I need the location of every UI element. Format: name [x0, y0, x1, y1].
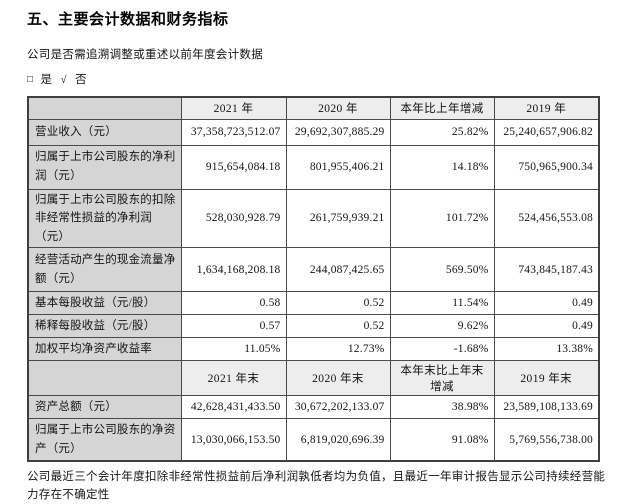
row-label: 经营活动产生的现金流量净额（元） [27, 247, 182, 293]
value-2021: 42,628,431,433.50 [180, 395, 287, 420]
table-row-net-assets: 归属于上市公司股东的净资产（元） 13,030,066,153.50 6,819… [27, 418, 600, 462]
value-yoy: 101.72% [389, 188, 495, 249]
header-2019: 2019 年 [493, 96, 600, 120]
header-2019-end: 2019 年末 [493, 360, 600, 397]
corner-cell [27, 96, 182, 120]
value-2021: 0.57 [180, 314, 287, 339]
restatement-answer-line: □ 是 √ 否 [27, 71, 614, 87]
row-label: 营业收入（元） [27, 118, 182, 146]
value-2019: 0.49 [493, 314, 600, 339]
value-2021: 1,634,168,208.18 [180, 247, 287, 293]
checkbox-unchecked-icon: □ [27, 74, 34, 85]
value-yoy: 569.50% [389, 247, 495, 293]
value-2019: 750,965,900.34 [493, 144, 600, 190]
row-label: 归属于上市公司股东的扣除非经常性损益的净利润（元） [27, 188, 182, 249]
value-2021: 915,654,084.18 [180, 144, 287, 190]
table-row-total-assets: 资产总额（元） 42,628,431,433.50 30,672,202,133… [27, 395, 600, 420]
value-2021: 528,030,928.79 [180, 188, 287, 249]
section-title: 五、主要会计数据和财务指标 [27, 12, 229, 28]
table-row-weighted-avg-roe: 加权平均净资产收益率 11.05% 12.73% -1.68% 13.38% [27, 337, 600, 362]
value-2019: 743,845,187.43 [493, 247, 600, 293]
option-yes-label: 是 [40, 74, 53, 86]
header-yoy-change: 本年比上年增减 [389, 96, 495, 120]
value-yoy: 11.54% [389, 291, 495, 316]
value-2020: 12.73% [285, 337, 391, 362]
value-2019: 23,589,108,133.69 [493, 395, 600, 420]
value-2020: 30,672,202,133.07 [285, 395, 391, 420]
value-yoy: 14.18% [389, 144, 495, 190]
row-label: 归属于上市公司股东的净资产（元） [27, 418, 182, 462]
row-label: 基本每股收益（元/股） [27, 291, 182, 316]
table-row-basic-eps: 基本每股收益（元/股） 0.58 0.52 11.54% 0.49 [27, 291, 600, 316]
table-row-revenue: 营业收入（元） 37,358,723,512.07 29,692,307,885… [27, 118, 600, 146]
table-row-deducted-net-profit: 归属于上市公司股东的扣除非经常性损益的净利润（元） 528,030,928.79… [27, 188, 600, 249]
financial-indicators-table: 2021 年 2020 年 本年比上年增减 2019 年 营业收入（元） 37,… [27, 96, 600, 462]
value-yoy: 25.82% [389, 118, 495, 146]
table-row-net-profit: 归属于上市公司股东的净利润（元） 915,654,084.18 801,955,… [27, 144, 600, 190]
value-2021: 0.58 [180, 291, 287, 316]
value-2019: 13.38% [493, 337, 600, 362]
option-no-label: 否 [75, 74, 87, 86]
row-label: 加权平均净资产收益率 [27, 337, 182, 362]
corner-cell [27, 360, 182, 397]
going-concern-note: 公司最近三个会计年度扣除非经常性损益前后净利润孰低者均为负值，且最近一年审计报告… [27, 470, 606, 502]
header-2020: 2020 年 [285, 96, 391, 120]
header-year-end-change: 本年末比上年末增减 [389, 360, 495, 397]
table-row-operating-cash-flow: 经营活动产生的现金流量净额（元） 1,634,168,208.18 244,08… [27, 247, 600, 293]
header-2021-end: 2021 年末 [180, 360, 287, 397]
value-yoy: 91.08% [389, 418, 495, 462]
value-yoy: 38.98% [389, 395, 495, 420]
row-label: 归属于上市公司股东的净利润（元） [27, 144, 182, 190]
restatement-question: 公司是否需追溯调整或重述以前年度会计数据 [27, 49, 263, 61]
value-2019: 524,456,553.08 [493, 188, 600, 249]
value-2020: 0.52 [285, 291, 391, 316]
row-label: 稀释每股收益（元/股） [27, 314, 182, 339]
value-2021: 37,358,723,512.07 [180, 118, 287, 146]
value-2020: 6,819,020,696.39 [285, 418, 391, 462]
value-yoy: -1.68% [389, 337, 495, 362]
value-2020: 244,087,425.65 [285, 247, 391, 293]
row-label: 资产总额（元） [27, 395, 182, 420]
table-row-diluted-eps: 稀释每股收益（元/股） 0.57 0.52 9.62% 0.49 [27, 314, 600, 339]
value-2019: 25,240,657,906.82 [493, 118, 600, 146]
year-end-header-row: 2021 年末 2020 年末 本年末比上年末增减 2019 年末 [27, 360, 600, 397]
header-2021: 2021 年 [180, 96, 287, 120]
value-2021: 11.05% [180, 337, 287, 362]
value-2020: 801,955,406.21 [285, 144, 391, 190]
value-2019: 5,769,556,738.00 [493, 418, 600, 462]
value-2020: 0.52 [285, 314, 391, 339]
check-mark-icon: √ [60, 74, 67, 86]
value-2021: 13,030,066,153.50 [180, 418, 287, 462]
header-2020-end: 2020 年末 [285, 360, 391, 397]
annual-header-row: 2021 年 2020 年 本年比上年增减 2019 年 [27, 96, 600, 120]
value-yoy: 9.62% [389, 314, 495, 339]
value-2019: 0.49 [493, 291, 600, 316]
value-2020: 261,759,939.21 [285, 188, 391, 249]
value-2020: 29,692,307,885.29 [285, 118, 391, 146]
